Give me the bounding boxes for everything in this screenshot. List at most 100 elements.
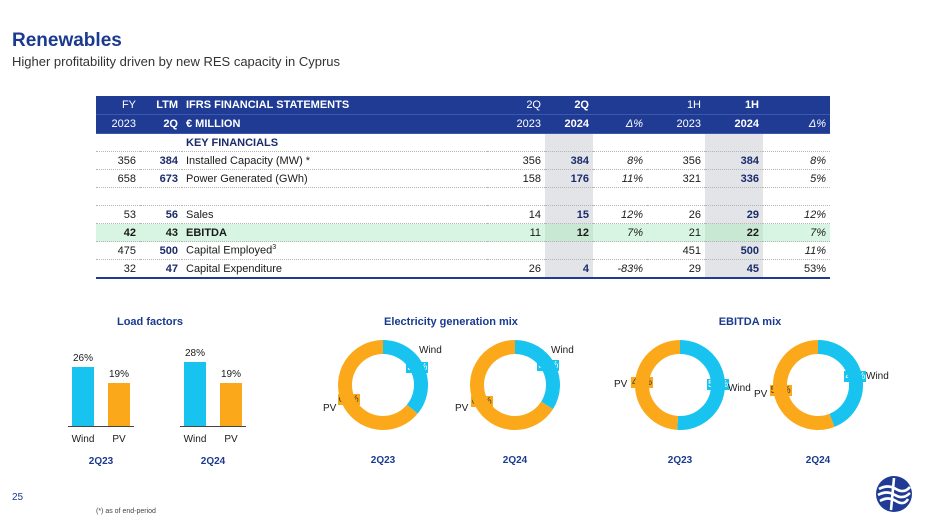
page-title: Renewables (12, 30, 122, 51)
header-cell: 2023 (647, 114, 705, 134)
donut-category-label: PV (754, 389, 768, 400)
cell-dq: 8% (593, 151, 647, 170)
donut-category-label: PV (614, 379, 628, 390)
cell-q23: 26 (487, 259, 545, 279)
header-cell: 2024 (705, 114, 763, 134)
cell-h24: 29 (705, 205, 763, 224)
row-label: Capital Employed3 (182, 241, 487, 260)
cell-fy: 42 (96, 223, 140, 242)
row-label: EBITDA (182, 223, 487, 242)
table-row: 356 384 Installed Capacity (MW) * 356 38… (96, 151, 830, 170)
header-cell: LTM (140, 96, 182, 115)
donut-slice-pv (773, 340, 835, 430)
section-label: KEY FINANCIALS (182, 133, 487, 152)
bar-category-label: Wind (71, 434, 95, 445)
row-label: Sales (182, 205, 487, 224)
bar-value-label: 19% (220, 368, 241, 380)
cell-dh: 7% (763, 223, 830, 242)
cell-q23: 356 (487, 151, 545, 170)
cell-dq: -83% (593, 259, 647, 279)
header-cell: 2023 (487, 114, 545, 134)
donut-slice-wind (677, 340, 725, 430)
table-row: 658 673 Power Generated (GWh) 158 176 11… (96, 169, 830, 188)
cell-h23: 321 (647, 169, 705, 188)
cell-h24: 500 (705, 241, 763, 260)
cell-q23: 11 (487, 223, 545, 242)
donut-slice-pv (470, 340, 553, 430)
header-cell (593, 96, 647, 115)
cell-q24: 15 (545, 205, 593, 224)
donut-2q24 (470, 340, 560, 430)
table-row: 53 56 Sales 14 15 12% 26 29 12% (96, 205, 830, 224)
donut-2q23 (338, 340, 428, 430)
page-subtitle: Higher profitability driven by new RES c… (12, 54, 341, 69)
cell-dh: 8% (763, 151, 830, 170)
cell-h24: 384 (705, 151, 763, 170)
ebitda-mix-title: EBITDA mix (718, 316, 782, 328)
table-header-row-2: 2023 2Q € MILLION 2023 2024 Δ% 2023 2024… (96, 114, 830, 134)
cell-h23: 356 (647, 151, 705, 170)
donut-slice-wind (382, 340, 428, 414)
cell-q24: 176 (545, 169, 593, 188)
company-logo-icon (874, 474, 914, 519)
table-row: 475 500 Capital Employed3 451 500 11% (96, 241, 830, 260)
cell-dh: 53% (763, 259, 830, 279)
bar-category-label: PV (112, 434, 126, 445)
table-header-row-1: FY LTM IFRS FINANCIAL STATEMENTS 2Q 2Q 1… (96, 96, 830, 115)
cell-h23: 29 (647, 259, 705, 279)
load-factors-title: Load factors (116, 316, 183, 328)
donut-category-label: Wind (419, 345, 442, 356)
header-cell (763, 96, 830, 115)
period-label: 2Q24 (502, 455, 528, 466)
header-cell: € MILLION (182, 114, 487, 134)
table-section-row: KEY FINANCIALS (96, 133, 830, 152)
cell-q23 (487, 241, 545, 260)
cell-q23: 158 (487, 169, 545, 188)
donut-slice-wind (817, 340, 863, 427)
cell-ltm: 56 (140, 205, 182, 224)
page-number: 25 (12, 492, 24, 503)
cell-h24: 336 (705, 169, 763, 188)
donut-category-label: PV (455, 403, 469, 414)
header-cell: Δ% (593, 114, 647, 134)
bar-value-label: 28% (184, 348, 205, 359)
donut-category-label: PV (323, 403, 337, 414)
cell-fy: 356 (96, 151, 140, 170)
period-label: 2Q24 (805, 455, 831, 466)
donut-category-label: Wind (728, 383, 751, 394)
cell-h24: 45 (705, 259, 763, 279)
cell-fy: 32 (96, 259, 140, 279)
cell-ltm: 500 (140, 241, 182, 260)
donut-slice-wind (514, 340, 560, 410)
period-label: 2Q23 (667, 455, 693, 466)
cell-dq: 11% (593, 169, 647, 188)
row-label: Capital Expenditure (182, 259, 487, 279)
cell-h23: 21 (647, 223, 705, 242)
period-label: 2Q23 (370, 455, 396, 466)
cell-fy: 475 (96, 241, 140, 260)
donut-2q23 (635, 340, 725, 430)
cell-q24: 12 (545, 223, 593, 242)
header-cell: 1H (705, 96, 763, 115)
cell-fy: 658 (96, 169, 140, 188)
footnote: (*) as of end-period (96, 508, 156, 515)
cell-dh: 11% (763, 241, 830, 260)
cell-q24: 4 (545, 259, 593, 279)
cell-ltm: 384 (140, 151, 182, 170)
cell-dq: 12% (593, 205, 647, 224)
header-cell: Δ% (763, 114, 830, 134)
bar-wind-2q23 (72, 366, 94, 426)
header-cell: 2Q (487, 96, 545, 115)
header-cell: 2Q (545, 96, 593, 115)
row-label: Installed Capacity (MW) * (182, 151, 487, 170)
header-cell: IFRS FINANCIAL STATEMENTS (182, 96, 487, 115)
financial-table: FY LTM IFRS FINANCIAL STATEMENTS 2Q 2Q 1… (96, 96, 830, 279)
bar-pv-2q24 (220, 382, 242, 426)
cell-q24: 384 (545, 151, 593, 170)
bar-axis (180, 426, 246, 427)
cell-ltm: 673 (140, 169, 182, 188)
donut-category-label: Wind (551, 345, 574, 356)
cell-ltm: 43 (140, 223, 182, 242)
row-label-text: Capital Employed (186, 244, 273, 257)
bar-category-label: PV (224, 434, 238, 445)
